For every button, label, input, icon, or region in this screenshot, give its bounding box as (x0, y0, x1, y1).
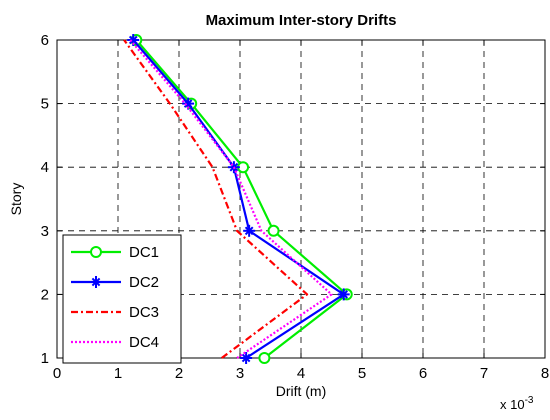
series-line-dc2 (132, 39, 345, 359)
legend: DC1 DC2 DC3 DC4 (62, 234, 182, 364)
series-line-dc4 (129, 39, 333, 359)
y-tick-labels: 1 2 3 4 5 6 (41, 32, 49, 367)
y-axis-label: Story (8, 183, 24, 216)
x-scale-factor: x 10-3 (500, 395, 534, 412)
x-tick-label: 8 (541, 365, 549, 382)
data-point-dc2 (127, 34, 140, 46)
legend-item-dc4: DC4 (71, 334, 159, 351)
y-tick-label: 3 (41, 223, 49, 240)
x-tick-label: 7 (480, 365, 488, 382)
star-stroke (339, 290, 349, 299)
legend-label-dc1: DC1 (129, 244, 159, 261)
y-tick-label: 6 (41, 32, 49, 49)
star-stroke (183, 99, 193, 108)
x-tick-labels: 0 1 2 3 4 5 6 7 8 (53, 365, 549, 382)
legend-label-dc2: DC2 (129, 274, 159, 291)
x-scale-label: x 10 (500, 397, 525, 412)
x-tick-label: 4 (297, 365, 305, 382)
legend-item-dc2: DC2 (71, 274, 159, 291)
legend-label-dc4: DC4 (129, 334, 159, 351)
y-tick-label: 4 (41, 159, 49, 176)
x-tick-label: 6 (419, 365, 427, 382)
x-tick-label: 2 (175, 365, 183, 382)
legend-item-dc1: DC1 (71, 244, 159, 261)
legend-marker-dc1 (90, 246, 102, 258)
y-tick-label: 2 (41, 286, 49, 303)
chart-title: Maximum Inter-story Drifts (206, 12, 397, 29)
series-lines (123, 34, 353, 364)
data-point-dc1 (258, 352, 271, 364)
legend-box (62, 234, 182, 364)
y-tick-label: 1 (41, 350, 49, 367)
series-line-dc3 (123, 39, 309, 359)
x-tick-label: 5 (358, 365, 366, 382)
star-stroke (91, 277, 101, 287)
data-point-dc2 (243, 224, 256, 237)
legend-item-dc3: DC3 (71, 304, 159, 321)
x-tick-label: 3 (236, 365, 244, 382)
star-stroke (244, 226, 254, 236)
series-dc3 (123, 39, 309, 359)
y-tick-label: 5 (41, 96, 49, 113)
legend-label-dc3: DC3 (129, 304, 159, 321)
x-axis-label: Drift (m) (276, 383, 327, 399)
data-point-dc1 (267, 224, 280, 237)
x-scale-exponent: -3 (525, 395, 534, 406)
x-tick-label: 1 (114, 365, 122, 382)
data-point-dc2 (240, 352, 253, 364)
series-dc2 (127, 34, 350, 364)
series-dc4 (129, 39, 333, 359)
legend-marker-dc2 (90, 276, 102, 288)
star-stroke (241, 353, 251, 363)
star-stroke (128, 35, 138, 45)
x-tick-label: 0 (53, 365, 61, 382)
series-line-dc1 (135, 39, 348, 359)
data-point-dc2 (337, 288, 350, 301)
